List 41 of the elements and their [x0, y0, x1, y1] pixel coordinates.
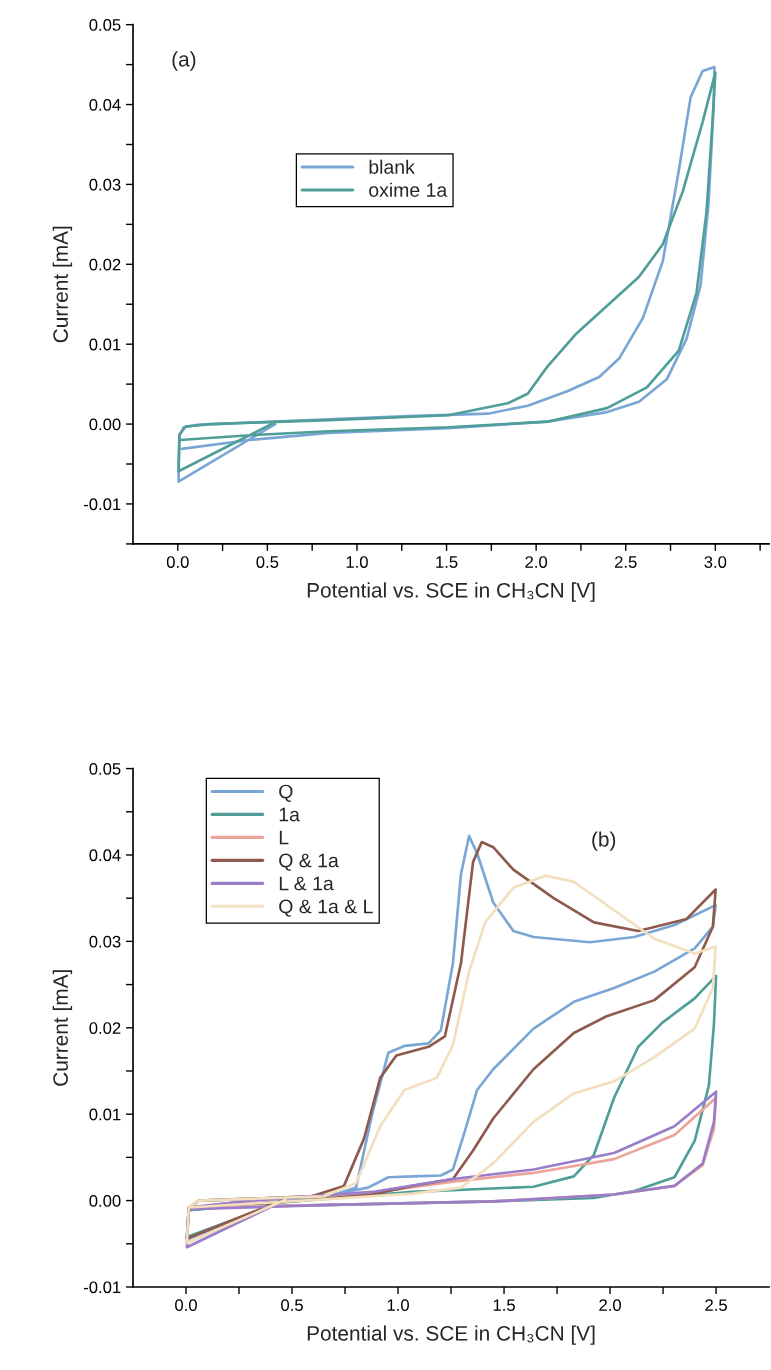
y-tick-label: 0.05	[89, 19, 121, 31]
x-tick-label: 2.5	[705, 1299, 727, 1312]
y-tick-label: 0.03	[89, 178, 121, 191]
y-tick-label: 0.01	[89, 338, 121, 351]
y-tick-label: 0.03	[89, 935, 121, 948]
x-tick-label: 0.0	[166, 556, 189, 568]
legend-label: Q & 1a	[279, 853, 339, 871]
y-tick-label: 0.00	[89, 418, 121, 431]
annotation: (b)	[592, 831, 616, 851]
y-tick-label: -0.01	[83, 1281, 121, 1294]
x-tick-label: 2.5	[614, 556, 637, 568]
legend-label: 1a	[279, 807, 300, 822]
annotation: (a)	[172, 51, 196, 71]
x-axis-title: Potential vs. SCE in CH₃CN [V]	[307, 582, 595, 602]
y-tick-label: 0.02	[89, 1022, 121, 1034]
y-tick-label: 0.02	[89, 258, 121, 271]
legend-label: oxime 1a	[369, 182, 448, 197]
x-tick-label: 2.0	[525, 556, 548, 568]
legend-label: Q	[279, 784, 293, 802]
y-tick-label: 0.01	[89, 1108, 121, 1121]
legend-label: blank	[369, 159, 415, 174]
y-tick-label: 0.04	[89, 849, 121, 862]
x-tick-label: 1.0	[387, 1299, 409, 1312]
legend-label: L	[279, 830, 289, 845]
y-tick-label: -0.01	[83, 498, 121, 511]
y-tick-label: 0.00	[89, 1194, 121, 1207]
x-tick-label: 0.5	[256, 556, 279, 568]
x-tick-label: 1.0	[346, 556, 368, 568]
x-tick-label: 0.5	[281, 1299, 303, 1312]
x-tick-label: 0.0	[175, 1299, 197, 1312]
x-axis-title: Potential vs. SCE in CH₃CN [V]	[307, 1325, 595, 1345]
x-tick-label: 2.0	[599, 1299, 621, 1312]
x-tick-label: 1.5	[493, 1299, 515, 1312]
y-tick-label: 0.05	[89, 762, 121, 775]
legend-label: L & 1a	[279, 876, 334, 891]
x-tick-label: 3.0	[704, 556, 727, 568]
x-tick-label: 1.5	[436, 556, 458, 568]
y-axis-title: Current [mA]	[52, 226, 73, 343]
legend-label: Q & 1a & L	[279, 899, 373, 917]
y-tick-label: 0.04	[89, 98, 121, 111]
y-axis-title: Current [mA]	[52, 970, 73, 1086]
